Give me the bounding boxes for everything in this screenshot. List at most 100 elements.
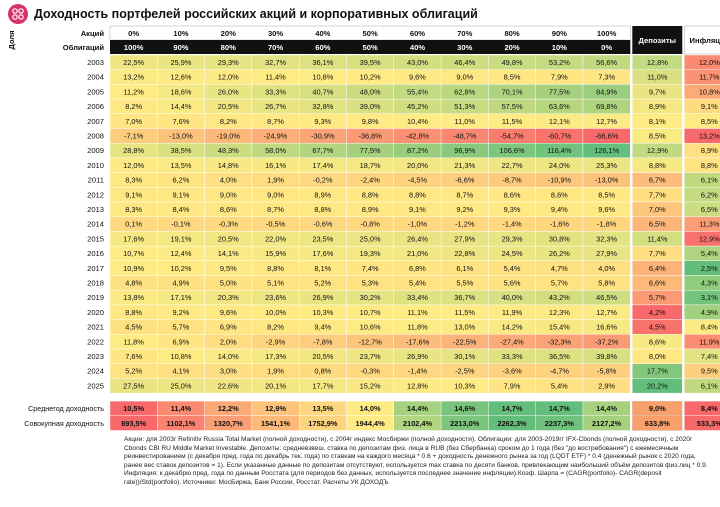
deposit-value: 20,2% <box>647 381 668 390</box>
summary-value: 13,5% <box>312 404 333 413</box>
return-value: -0,3% <box>360 367 380 376</box>
return-value: 25,9% <box>170 58 191 67</box>
page-title: Доходность портфелей российских акций и … <box>34 7 478 21</box>
return-value: 33,3% <box>502 352 523 361</box>
return-value: 48,3% <box>218 146 239 155</box>
stocks-share-label: 50% <box>363 29 378 38</box>
bonds-share-label: 70% <box>268 43 283 52</box>
return-value: 11,8% <box>407 323 428 332</box>
return-value: 11,5% <box>502 117 523 126</box>
return-value: -19,0% <box>217 132 241 141</box>
return-value: 77,5% <box>549 87 570 96</box>
return-value: 9,4% <box>551 205 568 214</box>
inflation-value: 6,1% <box>701 381 718 390</box>
return-value: 8,6% <box>220 205 237 214</box>
return-value: -54,7% <box>500 132 524 141</box>
return-value: 26,0% <box>218 87 239 96</box>
year-label: 2005 <box>87 87 104 96</box>
return-value: 9,2% <box>456 205 473 214</box>
return-value: -8,7% <box>502 176 522 185</box>
summary-cell <box>582 415 631 431</box>
return-value: 10,2% <box>170 264 191 273</box>
return-value: 20,3% <box>218 293 239 302</box>
year-label: 2004 <box>87 73 104 82</box>
return-value: -4,7% <box>550 367 570 376</box>
deposit-value: 8,1% <box>649 117 666 126</box>
summary-value: 1102,1% <box>167 419 196 428</box>
inflation-value: 9,5% <box>701 367 718 376</box>
inflation-value: 9,1% <box>701 102 718 111</box>
return-value: 8,2% <box>267 323 284 332</box>
summary-value: 14,0% <box>360 404 381 413</box>
return-value: 9,2% <box>173 308 190 317</box>
inflation-value: 13,2% <box>699 132 720 141</box>
return-value: 9,0% <box>220 190 237 199</box>
inflation-value: 6,2% <box>701 190 718 199</box>
return-value: 8,5% <box>598 190 615 199</box>
year-label: 2019 <box>87 293 104 302</box>
return-cell <box>582 378 631 394</box>
return-value: 57,5% <box>502 102 523 111</box>
year-label: 2006 <box>87 102 104 111</box>
stocks-share-label: 30% <box>268 29 283 38</box>
summary-value: 1944,4% <box>356 419 386 428</box>
deposits-header <box>632 26 683 54</box>
return-value: -17,6% <box>406 337 430 346</box>
return-value: 8,6% <box>504 190 521 199</box>
deposit-value: 5,7% <box>649 293 666 302</box>
return-value: 7,6% <box>173 117 190 126</box>
return-value: 9,1% <box>125 190 142 199</box>
return-value: -2,9% <box>266 337 286 346</box>
year-label: 2011 <box>88 176 104 185</box>
year-label: 2012 <box>87 190 104 199</box>
return-value: 7,9% <box>504 381 521 390</box>
deposit-value: 12,9% <box>647 146 668 155</box>
returns-table-chart: Акций Облигаций Доля 0% 10% 20% 30% 40% 50% 60% 70… <box>7 25 720 431</box>
return-value: -27,4% <box>500 337 524 346</box>
return-value: 27,9% <box>596 249 617 258</box>
stocks-share-label: 60% <box>410 29 425 38</box>
return-value: 26,9% <box>312 293 333 302</box>
return-value: 5,7% <box>551 279 568 288</box>
return-value: 3,0% <box>220 367 237 376</box>
return-value: 7,0% <box>125 117 142 126</box>
inflation-value: 5,4% <box>701 249 718 258</box>
return-value: 8,4% <box>173 205 190 214</box>
deposit-value: 4,2% <box>649 308 666 317</box>
return-value: 14,2% <box>502 323 523 332</box>
return-value: 25,0% <box>170 381 191 390</box>
return-value: 9,4% <box>314 323 331 332</box>
year-label: 2007 <box>87 117 104 126</box>
return-value: 6,1% <box>456 264 473 273</box>
inflation-value: 12,0% <box>699 58 720 67</box>
stocks-share-label: 90% <box>552 29 567 38</box>
return-value: 8,6% <box>551 190 568 199</box>
bonds-share-label: 80% <box>221 43 236 52</box>
return-value: -5,8% <box>597 367 617 376</box>
return-value: 9,1% <box>409 205 426 214</box>
summary-value: 2237,3% <box>545 419 575 428</box>
return-value: 56,6% <box>596 58 617 67</box>
year-label: 2017 <box>87 264 104 273</box>
deposit-cell <box>632 378 683 394</box>
return-value: 46,5% <box>596 293 617 302</box>
footnote: Акции: для 2003г Refinitiv Russia Total … <box>124 436 708 486</box>
year-label: 2013 <box>87 205 104 214</box>
return-value: 10,0% <box>265 308 286 317</box>
return-value: 26,2% <box>549 249 570 258</box>
return-value: 1,9% <box>267 367 284 376</box>
return-value: 11,1% <box>407 308 428 317</box>
bonds-share-label: 100% <box>124 43 144 52</box>
stocks-share-label: 20% <box>221 29 236 38</box>
return-value: 29,3% <box>218 58 239 67</box>
deposit-value: 6,4% <box>649 264 666 273</box>
return-value: 20,0% <box>407 161 428 170</box>
return-value: 9,0% <box>267 190 284 199</box>
return-value: 8,7% <box>267 205 284 214</box>
return-value: 9,6% <box>220 308 237 317</box>
return-value: 5,7% <box>173 323 190 332</box>
return-value: 4,9% <box>173 279 190 288</box>
return-value: 8,9% <box>314 190 331 199</box>
return-value: 13,2% <box>123 73 144 82</box>
return-value: 17,4% <box>312 161 333 170</box>
